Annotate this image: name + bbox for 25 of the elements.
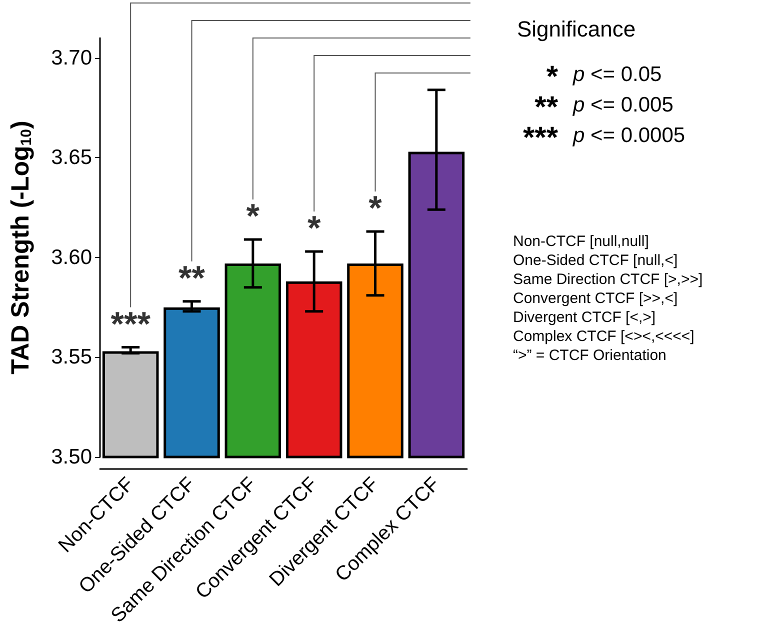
- annotation: ***: [110, 305, 152, 344]
- text: Significance: [517, 16, 636, 42]
- annotation: **: [178, 259, 206, 298]
- y-tick-label: 3.50: [51, 446, 92, 468]
- text: Divergent CTCF [<,>]: [513, 309, 656, 326]
- y-axis-title: TAD Strength (-Log10): [6, 120, 35, 374]
- text: *: [546, 60, 558, 94]
- annotation: *: [368, 190, 383, 228]
- text: p <= 0.005: [572, 94, 674, 116]
- y-tick-label: 3.70: [51, 46, 92, 70]
- annotation: *: [307, 209, 322, 248]
- text: Non-CTCF [null,null]: [513, 233, 649, 250]
- y-tick-label: 3.60: [51, 246, 92, 269]
- y-tick-label: 3.65: [51, 146, 92, 170]
- annotation: *: [246, 198, 260, 236]
- text: Complex CTCF [<><,<<<<]: [513, 328, 694, 345]
- text: One-Sided CTCF [null,<]: [513, 252, 678, 269]
- text: “>” = CTCF Orientation: [513, 347, 666, 364]
- text: **: [534, 91, 558, 124]
- y-tick-label: 3.55: [51, 346, 92, 369]
- text: ***: [522, 122, 558, 154]
- text: Convergent CTCF [>>,<]: [513, 290, 678, 307]
- text: p <= 0.05: [572, 63, 662, 86]
- text: Same Direction CTCF [>,>>]: [513, 271, 703, 288]
- text: p <= 0.0005: [572, 124, 686, 147]
